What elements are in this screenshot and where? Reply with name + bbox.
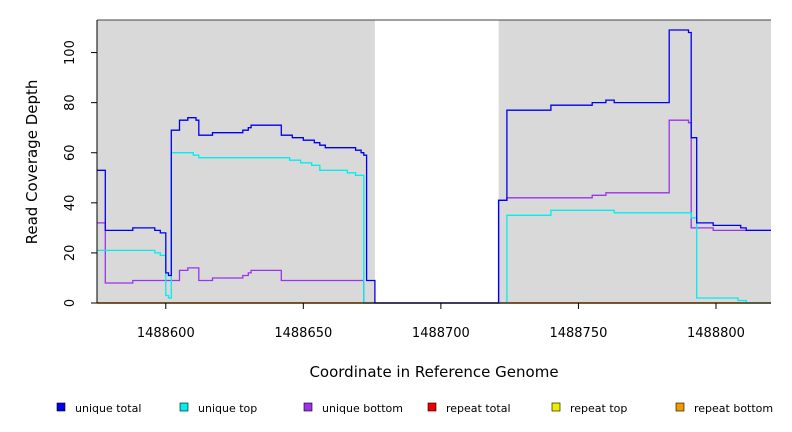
x-axis-title: Coordinate in Reference Genome <box>309 363 558 381</box>
series-line-unique-top <box>97 152 771 304</box>
legend-label: repeat top <box>570 402 627 415</box>
legend-label: repeat total <box>446 402 511 415</box>
x-tick-label-1488800: 1488800 <box>687 326 745 341</box>
legend-swatch <box>427 402 437 412</box>
legend-label: unique top <box>198 402 257 415</box>
y-tick-label-80: 80 <box>63 94 78 111</box>
legend-swatch <box>675 402 685 412</box>
y-tick-label-60: 60 <box>63 144 78 161</box>
x-tick-label-1488700: 1488700 <box>412 326 470 341</box>
series-line-unique-bottom <box>97 119 771 304</box>
legend-swatch <box>303 402 313 412</box>
legend-item-repeat-total: repeat total <box>427 402 511 415</box>
legend-swatch <box>56 402 66 412</box>
legend-label: unique total <box>75 402 141 415</box>
y-axis-title: Read Coverage Depth <box>23 80 41 245</box>
legend-item-unique-total: unique total <box>56 402 141 415</box>
x-tick-label-1488750: 1488750 <box>549 326 607 341</box>
legend-item-unique-bottom: unique bottom <box>303 402 403 415</box>
series-line-unique-total <box>97 29 771 304</box>
y-tick-label-40: 40 <box>63 195 78 212</box>
x-tick-label-1488650: 1488650 <box>274 326 332 341</box>
legend-item-repeat-bottom: repeat bottom <box>675 402 773 415</box>
legend-item-repeat-top: repeat top <box>551 402 627 415</box>
legend-item-unique-top: unique top <box>179 402 257 415</box>
y-tick-label-20: 20 <box>63 245 78 262</box>
shaded-region-2 <box>498 20 771 303</box>
y-tick-label-0: 0 <box>63 299 78 307</box>
legend-swatch <box>179 402 189 412</box>
legend-label: unique bottom <box>322 402 403 415</box>
legend-swatch <box>551 402 561 412</box>
axes: 0 20 40 60 80 100 1488600 1488650 1488700 1488750… <box>63 20 771 341</box>
legend: unique total unique top unique bottom repea… <box>56 402 773 415</box>
y-tick-label-100: 100 <box>63 40 78 65</box>
plot-background <box>97 19 771 303</box>
shaded-region-1 <box>97 20 375 303</box>
legend-label: repeat bottom <box>694 402 773 415</box>
x-tick-label-1488600: 1488600 <box>137 326 195 341</box>
